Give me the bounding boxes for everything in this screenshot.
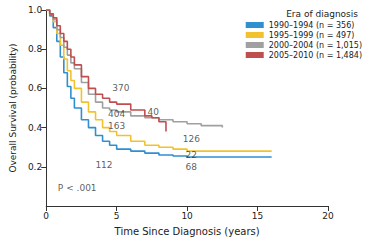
svg-text:1990–1994 (n = 356): 1990–1994 (n = 356) — [269, 21, 355, 30]
svg-text:0: 0 — [43, 211, 49, 221]
svg-text:112: 112 — [95, 160, 112, 170]
svg-text:370: 370 — [112, 83, 129, 93]
svg-text:10: 10 — [181, 211, 193, 221]
svg-text:163: 163 — [108, 121, 125, 131]
svg-text:0.4: 0.4 — [28, 123, 43, 133]
svg-text:0.2: 0.2 — [28, 162, 42, 172]
svg-text:0.6: 0.6 — [28, 83, 43, 93]
svg-text:20: 20 — [322, 211, 334, 221]
svg-text:Overall Survival (probability): Overall Survival (probability) — [8, 43, 18, 172]
svg-text:404: 404 — [108, 109, 125, 119]
svg-text:1.0: 1.0 — [28, 5, 43, 15]
svg-text:40: 40 — [148, 107, 160, 117]
svg-text:68: 68 — [186, 162, 198, 172]
svg-text:Era of diagnosis: Era of diagnosis — [286, 9, 358, 19]
svg-text:5: 5 — [114, 211, 120, 221]
svg-text:1995–1999 (n = 497): 1995–1999 (n = 497) — [269, 31, 355, 40]
svg-text:0.8: 0.8 — [28, 44, 43, 54]
svg-text:15: 15 — [252, 211, 263, 221]
svg-text:126: 126 — [183, 134, 200, 144]
svg-text:22: 22 — [186, 150, 197, 160]
svg-text:2005–2010 (n = 1,484): 2005–2010 (n = 1,484) — [269, 51, 362, 60]
svg-text:P < .001: P < .001 — [58, 183, 97, 193]
svg-text:Time Since Diagnosis (years): Time Since Diagnosis (years) — [114, 226, 260, 237]
svg-text:2000–2004 (n = 1,015): 2000–2004 (n = 1,015) — [269, 41, 362, 50]
